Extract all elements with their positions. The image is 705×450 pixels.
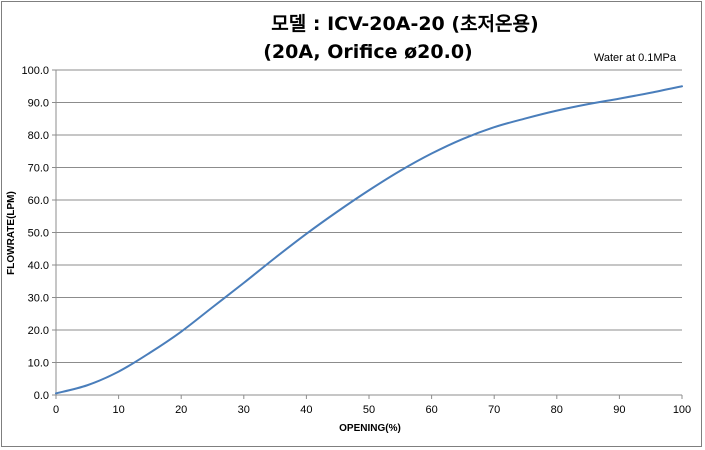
- y-tick-label: 70.0: [28, 163, 49, 175]
- x-tick-label: 30: [238, 404, 250, 416]
- grid-lines: [56, 69, 682, 363]
- x-tick-label: 80: [551, 404, 563, 416]
- y-tick-label: 30.0: [28, 293, 49, 305]
- series-layer: [55, 85, 683, 395]
- y-tick-label: 80.0: [28, 130, 49, 142]
- tick-labels: 0.0 10.0 20.0 30.0 40.0 50.0 60.0 70.0 80.0 90.0 1…: [21, 65, 691, 416]
- x-tick-label: 50: [363, 404, 375, 416]
- x-tick-label: 60: [425, 404, 437, 416]
- y-tick-label: 40.0: [28, 260, 49, 272]
- y-axis-label: FLOWRATE(LPM): [6, 191, 17, 275]
- y-tick-label: 10.0: [28, 358, 49, 370]
- x-tick-label: 40: [300, 404, 312, 416]
- x-tick-label: 20: [175, 404, 187, 416]
- x-tick-label: 0: [53, 404, 59, 416]
- x-tick-label: 10: [112, 404, 124, 416]
- chart-title: 모델 : ICV-20A-20 (초저온용): [271, 13, 538, 35]
- y-tick-label: 90.0: [28, 98, 49, 110]
- y-tick-label: 0.0: [34, 390, 49, 402]
- x-tick-label: 100: [673, 404, 691, 416]
- y-tick-label: 20.0: [28, 325, 49, 337]
- flowrate-series-line: [55, 85, 683, 395]
- condition-annotation: Water at 0.1MPa: [594, 52, 677, 64]
- x-axis-label: OPENING(%): [339, 423, 401, 434]
- y-tick-label: 100.0: [21, 65, 49, 77]
- axes: [52, 69, 683, 399]
- x-tick-label: 70: [488, 404, 500, 416]
- y-tick-label: 60.0: [28, 195, 49, 207]
- chart-subtitle: (20A, Orifice ø20.0): [263, 41, 473, 63]
- x-tick-label: 90: [613, 404, 625, 416]
- y-tick-label: 50.0: [28, 228, 49, 240]
